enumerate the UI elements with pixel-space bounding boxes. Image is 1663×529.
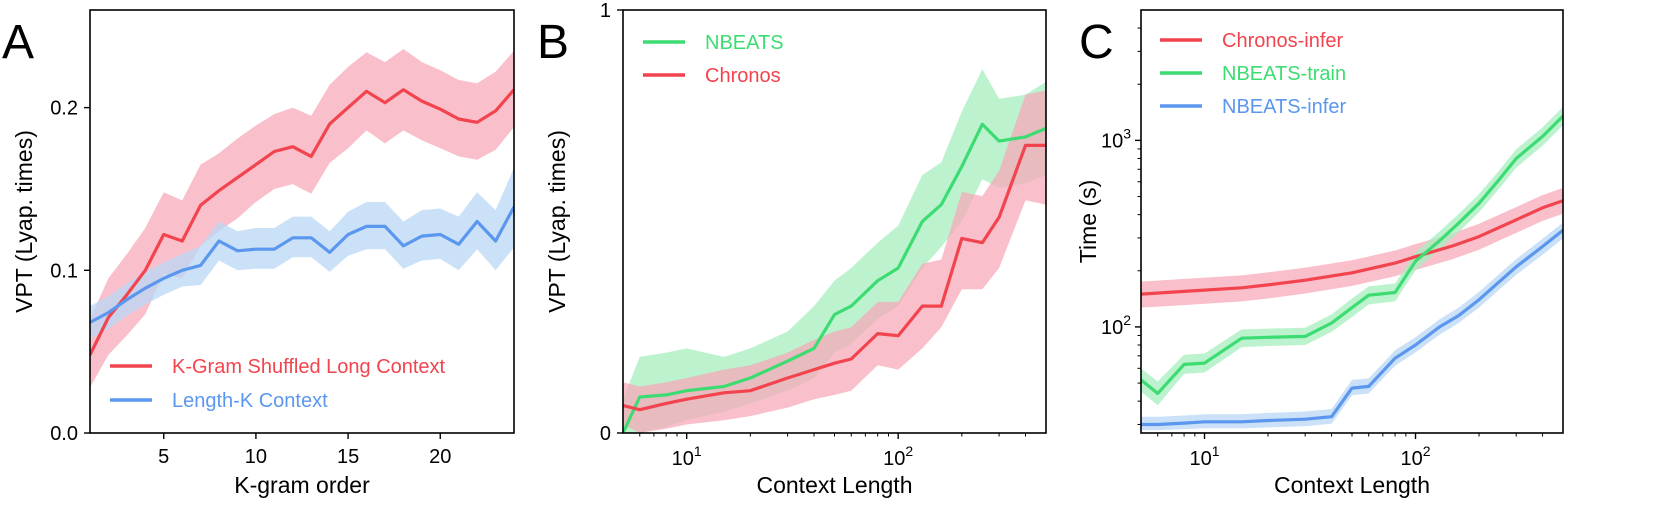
legend-label: K-Gram Shuffled Long Context bbox=[172, 356, 446, 378]
panel-a: 5 10 15 20 0.0 0.1 0.2 K-gram order VPT (Lyap. t… bbox=[2, 9, 515, 498]
legend-label: Chronos-infer bbox=[1222, 30, 1344, 52]
x-tick-label: 10 bbox=[245, 446, 267, 468]
legend: K-Gram Shuffled Long Context Length-K Con… bbox=[110, 356, 446, 412]
x-tick-label: 101 bbox=[672, 443, 702, 470]
y-axis-label: VPT (Lyap. times) bbox=[544, 130, 570, 313]
legend-label: NBEATS-infer bbox=[1222, 96, 1346, 118]
band-length-k-context bbox=[90, 167, 514, 339]
panel-b: 101 102 0 1 Context Length VPT (Lyap. times) B… bbox=[537, 0, 1047, 498]
legend-label: NBEATS bbox=[705, 32, 784, 54]
band-nbeats-infer bbox=[1141, 222, 1563, 431]
panel-label: A bbox=[2, 16, 34, 69]
x-axis-label: Context Length bbox=[1274, 472, 1430, 498]
x-axis-label: Context Length bbox=[756, 472, 912, 498]
panel-label: B bbox=[537, 16, 569, 69]
line-chronos-infer bbox=[1141, 199, 1563, 296]
x-tick-label: 102 bbox=[1400, 443, 1430, 470]
x-axis-label: K-gram order bbox=[234, 472, 370, 498]
y-tick-label: 102 bbox=[1101, 312, 1131, 339]
x-tick-label: 101 bbox=[1189, 443, 1219, 470]
y-tick-label: 0 bbox=[600, 423, 611, 445]
legend: Chronos-infer NBEATS-train NBEATS-infer bbox=[1160, 30, 1346, 118]
y-tick-label: 0.0 bbox=[50, 423, 78, 445]
band-k-gram-shuffled-long-context bbox=[90, 49, 514, 388]
panel-label: C bbox=[1079, 16, 1114, 69]
line-k-gram-shuffled-long-context bbox=[90, 88, 514, 356]
line-chronos bbox=[623, 143, 1046, 412]
line-nbeats-infer bbox=[1141, 228, 1563, 427]
line-nbeats bbox=[623, 122, 1046, 433]
x-tick-label: 5 bbox=[158, 446, 169, 468]
legend-label: NBEATS-train bbox=[1222, 63, 1346, 85]
y-tick-label: 0.2 bbox=[50, 98, 78, 120]
x-tick-label: 20 bbox=[429, 446, 451, 468]
line-nbeats-train bbox=[1141, 114, 1563, 395]
y-tick-label: 103 bbox=[1101, 125, 1131, 152]
legend: NBEATS Chronos bbox=[643, 32, 784, 87]
y-axis-label: Time (s) bbox=[1075, 180, 1101, 263]
panel-c: 101 102 102 103 Context Length Time (s) C Chron… bbox=[1075, 9, 1564, 498]
y-tick-label: 1 bbox=[600, 0, 611, 22]
y-tick-label: 0.1 bbox=[50, 260, 78, 282]
band-chronos-infer bbox=[1141, 187, 1563, 308]
x-tick-label: 102 bbox=[883, 443, 913, 470]
band-nbeats-train bbox=[1141, 106, 1563, 406]
legend-label: Length-K Context bbox=[172, 390, 328, 412]
line-length-k-context bbox=[90, 206, 514, 324]
axes-frame bbox=[89, 9, 515, 434]
x-tick-label: 15 bbox=[337, 446, 359, 468]
legend-label: Chronos bbox=[705, 65, 781, 87]
y-axis-label: VPT (Lyap. times) bbox=[11, 130, 37, 313]
